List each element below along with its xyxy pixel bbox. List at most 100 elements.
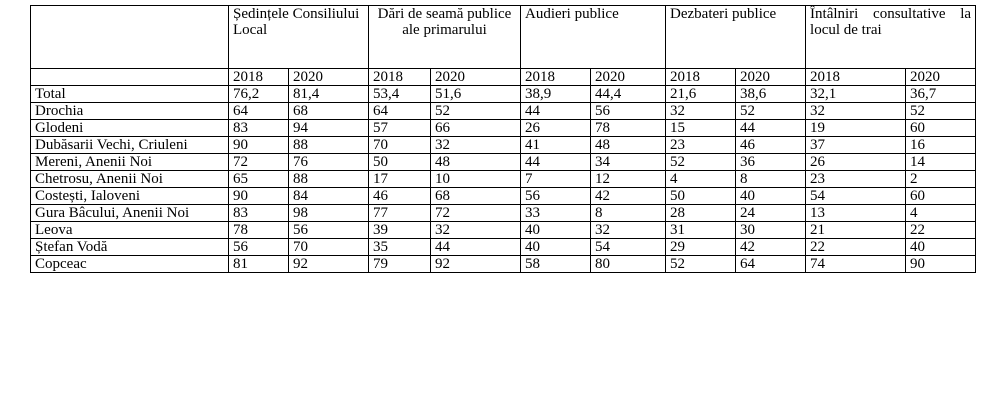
row-label: Glodeni bbox=[30, 119, 229, 137]
cell: 79 bbox=[368, 255, 431, 273]
row-label: Chetrosu, Anenii Noi bbox=[30, 170, 229, 188]
cell: 70 bbox=[288, 238, 369, 256]
cell: 34 bbox=[589, 153, 667, 171]
cell: 36 bbox=[735, 153, 807, 171]
data-row: Glodeni 83 94 57 66 26 78 15 44 19 60 bbox=[30, 119, 977, 137]
cell: 44 bbox=[520, 102, 591, 120]
cell: 52 bbox=[665, 153, 737, 171]
data-row: Total 76,2 81,4 53,4 51,6 38,9 44,4 21,6 38,6 32,… bbox=[30, 85, 977, 103]
year-header: 2018 bbox=[665, 68, 737, 86]
cell: 76,2 bbox=[228, 85, 289, 103]
cell: 40 bbox=[905, 238, 977, 256]
cell: 78 bbox=[589, 119, 667, 137]
cell: 98 bbox=[288, 204, 369, 222]
cell: 29 bbox=[665, 238, 737, 256]
cell: 32 bbox=[430, 221, 521, 239]
row-label: Mereni, Anenii Noi bbox=[30, 153, 229, 171]
cell: 88 bbox=[288, 170, 369, 188]
cell: 84 bbox=[288, 187, 369, 205]
cell: 4 bbox=[665, 170, 737, 188]
cell: 8 bbox=[589, 204, 667, 222]
cell: 78 bbox=[228, 221, 289, 239]
cell: 52 bbox=[905, 102, 977, 120]
corner-cell bbox=[30, 5, 229, 69]
cell: 21,6 bbox=[665, 85, 737, 103]
year-row: 2018 2020 2018 2020 2018 2020 2018 2020 2018 2020 bbox=[30, 68, 977, 86]
year-header: 2018 bbox=[368, 68, 431, 86]
data-row: Copceac 81 92 79 92 58 80 52 64 74 90 bbox=[30, 255, 977, 273]
cell: 32,1 bbox=[805, 85, 907, 103]
data-table: Ședințele Consiliului Local Dări de seamă… bbox=[30, 5, 977, 273]
data-row: Mereni, Anenii Noi 72 76 50 48 44 34 52 36 26 14 bbox=[30, 153, 977, 171]
cell: 72 bbox=[430, 204, 521, 222]
cell: 23 bbox=[805, 170, 907, 188]
row-label: Total bbox=[30, 85, 229, 103]
cell: 60 bbox=[905, 187, 977, 205]
cell: 10 bbox=[430, 170, 521, 188]
cell: 26 bbox=[805, 153, 907, 171]
cell: 14 bbox=[905, 153, 977, 171]
cell: 60 bbox=[905, 119, 977, 137]
cell: 50 bbox=[665, 187, 737, 205]
cell: 64 bbox=[228, 102, 289, 120]
cell: 32 bbox=[805, 102, 907, 120]
cell: 16 bbox=[905, 136, 977, 154]
cell: 51,6 bbox=[430, 85, 521, 103]
cell: 48 bbox=[430, 153, 521, 171]
cell: 36,7 bbox=[905, 85, 977, 103]
cell: 81,4 bbox=[288, 85, 369, 103]
cell: 12 bbox=[589, 170, 667, 188]
cell: 81 bbox=[228, 255, 289, 273]
cell: 56 bbox=[520, 187, 591, 205]
cell: 4 bbox=[905, 204, 977, 222]
cell: 44 bbox=[735, 119, 807, 137]
cell: 64 bbox=[735, 255, 807, 273]
cell: 44 bbox=[430, 238, 521, 256]
cell: 58 bbox=[520, 255, 591, 273]
cell: 70 bbox=[368, 136, 431, 154]
header-row: Ședințele Consiliului Local Dări de seamă… bbox=[30, 5, 977, 69]
cell: 42 bbox=[589, 187, 667, 205]
year-header: 2020 bbox=[288, 68, 369, 86]
cell: 39 bbox=[368, 221, 431, 239]
cell: 50 bbox=[368, 153, 431, 171]
cell: 33 bbox=[520, 204, 591, 222]
cell: 77 bbox=[368, 204, 431, 222]
cell: 28 bbox=[665, 204, 737, 222]
cell: 56 bbox=[589, 102, 667, 120]
cell: 44,4 bbox=[589, 85, 667, 103]
cell: 15 bbox=[665, 119, 737, 137]
cell: 92 bbox=[288, 255, 369, 273]
year-header: 2020 bbox=[735, 68, 807, 86]
cell: 32 bbox=[589, 221, 667, 239]
cell: 7 bbox=[520, 170, 591, 188]
cell: 30 bbox=[735, 221, 807, 239]
year-header: 2020 bbox=[430, 68, 521, 86]
cell: 53,4 bbox=[368, 85, 431, 103]
group-header: Dezbateri publice bbox=[665, 5, 807, 69]
cell: 31 bbox=[665, 221, 737, 239]
cell: 21 bbox=[805, 221, 907, 239]
row-label: Costești, Ialoveni bbox=[30, 187, 229, 205]
cell: 90 bbox=[228, 136, 289, 154]
group-header: Ședințele Consiliului Local bbox=[228, 5, 369, 69]
row-label: Copceac bbox=[30, 255, 229, 273]
cell: 40 bbox=[520, 221, 591, 239]
cell: 92 bbox=[430, 255, 521, 273]
cell: 52 bbox=[735, 102, 807, 120]
cell: 38,6 bbox=[735, 85, 807, 103]
cell: 48 bbox=[589, 136, 667, 154]
cell: 76 bbox=[288, 153, 369, 171]
cell: 40 bbox=[735, 187, 807, 205]
cell: 23 bbox=[665, 136, 737, 154]
cell: 94 bbox=[288, 119, 369, 137]
cell: 56 bbox=[228, 238, 289, 256]
cell: 66 bbox=[430, 119, 521, 137]
year-header: 2020 bbox=[905, 68, 977, 86]
year-header: 2018 bbox=[520, 68, 591, 86]
cell: 46 bbox=[368, 187, 431, 205]
cell: 80 bbox=[589, 255, 667, 273]
cell: 44 bbox=[520, 153, 591, 171]
data-row: Chetrosu, Anenii Noi 65 88 17 10 7 12 4 8 23 2 bbox=[30, 170, 977, 188]
cell: 54 bbox=[805, 187, 907, 205]
